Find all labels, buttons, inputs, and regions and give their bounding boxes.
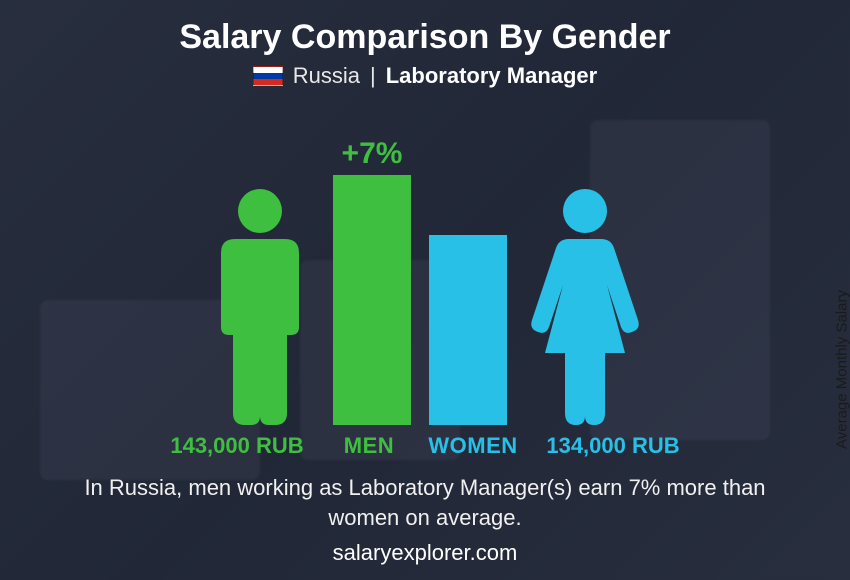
female-person-icon	[525, 185, 645, 425]
men-gender-label: MEN	[330, 433, 408, 459]
male-person-icon	[205, 185, 315, 425]
flag-russia-icon	[253, 66, 283, 86]
country-label: Russia	[293, 63, 360, 89]
job-title: Laboratory Manager	[386, 63, 598, 89]
footer-source: salaryexplorer.com	[0, 540, 850, 566]
subtitle: Russia | Laboratory Manager	[0, 63, 850, 89]
women-salary-label: 134,000 RUB	[538, 433, 688, 459]
header: Salary Comparison By Gender Russia | Lab…	[0, 0, 850, 89]
women-bar-col	[429, 235, 507, 425]
male-figure-col	[205, 185, 315, 425]
chart-area: +7% 143,000 RUB MEN WOMEN 134,000 RU	[0, 99, 850, 459]
bottom-labels: 143,000 RUB MEN WOMEN 134,000 RUB	[162, 433, 688, 459]
men-bar-col: +7%	[333, 137, 411, 425]
side-axis-label: Average Monthly Salary	[834, 290, 850, 449]
women-bar	[429, 235, 507, 425]
chart-row: +7%	[205, 137, 645, 425]
female-figure-col	[525, 185, 645, 425]
women-gender-label: WOMEN	[426, 433, 520, 459]
page-title: Salary Comparison By Gender	[0, 18, 850, 57]
men-bar	[333, 175, 411, 425]
men-salary-label: 143,000 RUB	[162, 433, 312, 459]
pct-diff-label: +7%	[342, 137, 403, 171]
separator: |	[370, 63, 376, 89]
